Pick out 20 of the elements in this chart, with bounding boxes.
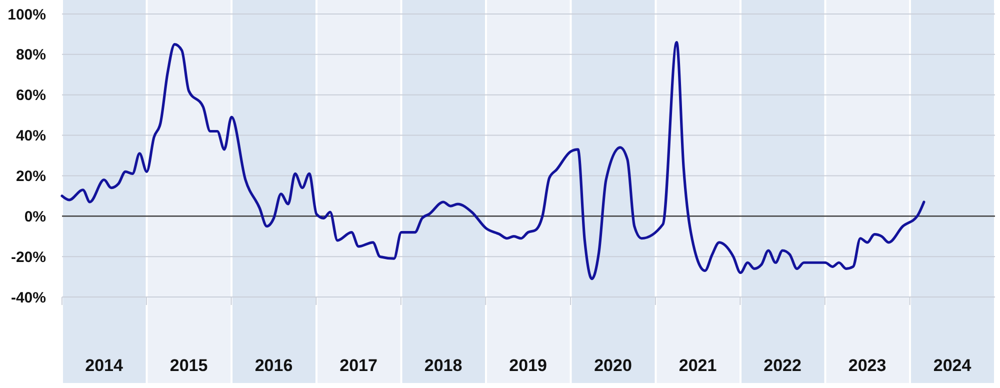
x-tick-label: 2021: [678, 356, 717, 375]
y-tick-label: 40%: [16, 128, 46, 145]
y-tick-label: 60%: [16, 87, 46, 104]
x-tick-label: 2015: [170, 356, 208, 375]
line-series: [60, 41, 926, 280]
y-tick-label: 0%: [24, 208, 46, 226]
y-tick-label: -20%: [10, 248, 46, 266]
x-tick-label: 2019: [509, 356, 547, 375]
y-tick-label: 100%: [8, 6, 46, 24]
x-tick-label: 2016: [254, 356, 293, 375]
x-tick-label: 2020: [594, 356, 632, 375]
y-tick-label: -40%: [10, 289, 46, 306]
x-tick-label: 2017: [340, 356, 378, 375]
x-tick-label: 2014: [85, 356, 124, 375]
x-tick-label: 2024: [933, 356, 972, 375]
x-tick-label: 2018: [424, 356, 462, 375]
x-tick-label: 2022: [764, 356, 802, 375]
y-tick-label: 20%: [16, 168, 46, 185]
x-tick-label: 2023: [848, 356, 886, 375]
y-tick-label: 80%: [16, 46, 46, 64]
